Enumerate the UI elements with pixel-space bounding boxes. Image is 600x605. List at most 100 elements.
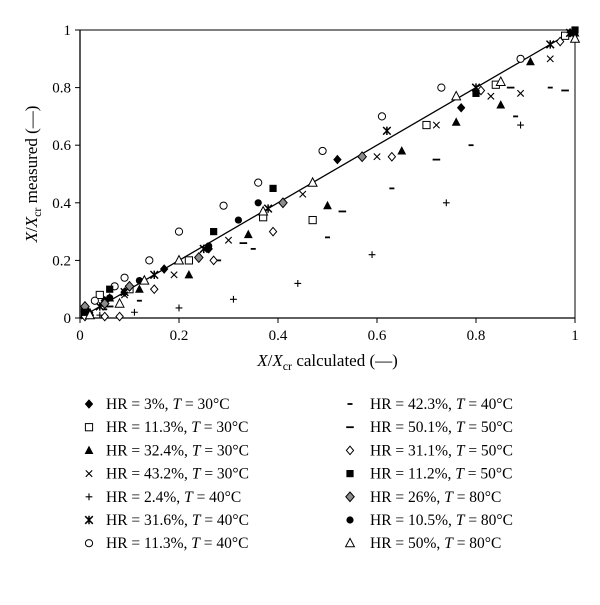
x-tick-label: 0.6	[368, 328, 387, 344]
x-tick-label: 0.2	[170, 328, 189, 344]
data-point	[451, 117, 461, 126]
x-tick-label: 0.4	[269, 328, 288, 344]
data-point	[114, 297, 125, 308]
legend-marker	[84, 445, 94, 454]
legend-item: HR = 43.2%, T = 30°C	[85, 466, 249, 483]
data-point	[106, 285, 114, 293]
data-points	[80, 26, 581, 322]
legend: HR = 3%, T = 30°C HR = 11.3%, T = 30°C HR …	[84, 396, 513, 552]
series-8	[82, 86, 553, 318]
x-axis-label: X/Xcr calculated (—)	[256, 351, 398, 373]
data-point	[219, 201, 228, 210]
data-point	[308, 215, 317, 225]
legend-item: HR = 2.4%, T = 40°C	[85, 489, 241, 506]
data-point	[496, 100, 506, 109]
data-point	[120, 273, 129, 282]
data-point	[472, 89, 480, 97]
data-point	[254, 178, 263, 187]
data-point	[209, 255, 218, 266]
data-point	[99, 298, 110, 310]
legend-label: HR = 50.1%, T = 50°C	[370, 419, 513, 436]
legend-label: HR = 11.2%, T = 50°C	[370, 466, 512, 483]
y-tick-label: 0	[64, 311, 72, 327]
data-point	[193, 251, 204, 264]
y-tick-label: 0.2	[52, 253, 71, 269]
legend-label: HR = 26%, T = 80°C	[370, 489, 501, 506]
data-point	[517, 121, 524, 129]
y-tick-label: 0.6	[52, 138, 71, 154]
legend-item: HR = 50%, T = 80°C	[344, 535, 501, 552]
series-4	[86, 55, 554, 319]
data-point	[571, 26, 579, 34]
data-point	[106, 294, 114, 302]
series-14	[84, 32, 581, 320]
legend-marker	[84, 399, 94, 409]
data-point	[268, 226, 278, 237]
legend-item: HR = 31.1%, T = 50°C	[345, 442, 513, 459]
legend-label: HR = 31.1%, T = 50°C	[370, 442, 513, 459]
data-point	[307, 176, 318, 187]
legend-label: HR = 10.5%, T = 80°C	[370, 512, 513, 529]
data-point	[149, 270, 159, 280]
legend-marker	[345, 445, 355, 456]
legend-marker	[345, 491, 355, 503]
y-axis-label: X/Xcr measured (—)	[22, 106, 44, 244]
legend-marker	[84, 515, 94, 525]
y-tick-label: 1	[64, 23, 72, 39]
legend-item: HR = 31.6%, T = 40°C	[84, 512, 249, 529]
data-point	[516, 54, 525, 63]
data-point	[210, 228, 218, 236]
legend-label: HR = 50%, T = 80°C	[370, 535, 501, 552]
series-9	[81, 86, 569, 318]
data-point	[333, 154, 342, 165]
data-point	[170, 271, 178, 279]
data-point	[299, 190, 307, 198]
y-tick-label: 0.8	[52, 81, 71, 97]
legend-label: HR = 43.2%, T = 30°C	[106, 466, 249, 483]
data-point	[397, 146, 407, 155]
data-point	[257, 205, 269, 216]
data-point	[205, 242, 213, 250]
data-point	[174, 227, 184, 236]
data-point	[254, 199, 262, 207]
data-point	[442, 199, 450, 207]
data-point	[545, 40, 555, 49]
data-point	[422, 120, 431, 130]
legend-label: HR = 3%, T = 30°C	[106, 396, 230, 413]
legend-item: HR = 11.3%, T = 30°C	[84, 419, 248, 436]
data-point	[476, 85, 486, 96]
data-point	[243, 229, 253, 239]
data-point	[373, 153, 381, 161]
legend-item: HR = 10.5%, T = 80°C	[346, 512, 513, 529]
data-point	[120, 287, 129, 297]
legend-label: HR = 32.4%, T = 30°C	[106, 442, 249, 459]
data-point	[135, 284, 144, 293]
legend-item: HR = 26%, T = 80°C	[345, 489, 501, 506]
data-point	[145, 256, 154, 265]
legend-item: HR = 11.3%, T = 40°C	[84, 535, 248, 552]
x-tick-label: 1	[571, 328, 579, 344]
data-point	[173, 254, 185, 265]
data-point	[546, 55, 554, 63]
legend-item: HR = 32.4%, T = 30°C	[84, 442, 249, 459]
x-tick-label: 0.8	[467, 328, 486, 344]
data-point	[437, 83, 446, 92]
legend-marker	[344, 537, 356, 548]
legend-label: HR = 42.3%, T = 40°C	[370, 396, 513, 413]
y-tick-label: 0.4	[52, 196, 71, 212]
data-point	[224, 236, 233, 244]
legend-marker	[84, 423, 94, 432]
legend-label: HR = 31.6%, T = 40°C	[106, 512, 249, 529]
data-point	[318, 146, 327, 156]
legend-item: HR = 3%, T = 30°C	[84, 396, 230, 413]
data-point	[294, 280, 302, 287]
data-point	[569, 32, 581, 43]
data-point	[526, 56, 535, 66]
legend-item: HR = 42.3%, T = 40°C	[347, 396, 513, 413]
x-tick-label: 0	[76, 328, 84, 344]
legend-marker	[346, 516, 354, 524]
data-point	[100, 311, 110, 322]
data-point	[456, 102, 466, 113]
data-point	[450, 90, 462, 101]
